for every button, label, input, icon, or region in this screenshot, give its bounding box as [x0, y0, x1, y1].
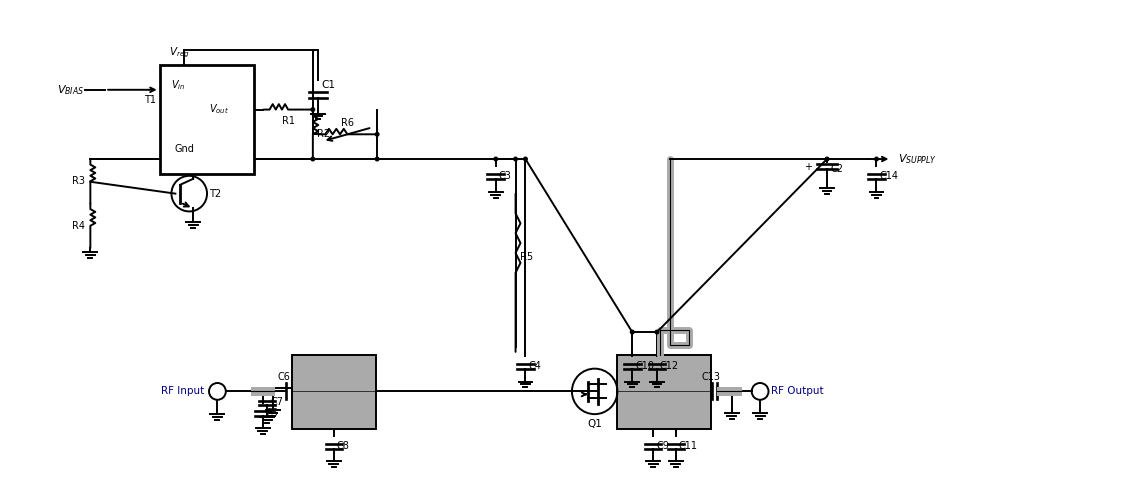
- Circle shape: [875, 157, 878, 161]
- Text: C12: C12: [660, 361, 679, 371]
- Bar: [617, 355, 712, 429]
- Text: C6: C6: [278, 372, 290, 381]
- Text: R4: R4: [72, 221, 86, 231]
- Text: C1: C1: [322, 80, 336, 90]
- Text: $V_{BIAS}$: $V_{BIAS}$: [58, 83, 85, 97]
- Bar: [251, 387, 276, 396]
- Text: T2: T2: [209, 189, 221, 199]
- Text: C3: C3: [498, 171, 512, 181]
- Text: Gnd: Gnd: [174, 144, 194, 154]
- Text: R5: R5: [520, 252, 532, 262]
- Text: C10: C10: [635, 361, 654, 371]
- Text: $V_{in}$: $V_{in}$: [172, 78, 185, 92]
- Circle shape: [311, 108, 314, 112]
- Text: C8: C8: [337, 441, 350, 451]
- Circle shape: [523, 157, 528, 161]
- Circle shape: [655, 330, 659, 334]
- Circle shape: [494, 157, 497, 161]
- Circle shape: [514, 157, 518, 161]
- Bar: [718, 387, 741, 396]
- Circle shape: [311, 157, 314, 161]
- Text: C11: C11: [679, 441, 697, 451]
- Text: C13: C13: [702, 372, 721, 381]
- Text: R2: R2: [316, 129, 330, 139]
- Circle shape: [375, 157, 379, 161]
- Text: C14: C14: [879, 171, 898, 181]
- Text: R6: R6: [341, 119, 354, 128]
- Bar: [292, 355, 376, 429]
- Text: C7: C7: [270, 397, 284, 407]
- Text: RF Output: RF Output: [771, 386, 824, 396]
- Text: T1: T1: [144, 95, 156, 105]
- Text: R3: R3: [72, 176, 86, 186]
- Text: C9: C9: [657, 441, 669, 451]
- Text: R1: R1: [281, 117, 295, 126]
- Text: $V_{SUPPLY}$: $V_{SUPPLY}$: [898, 152, 938, 166]
- Circle shape: [375, 132, 379, 136]
- Text: $V_{out}$: $V_{out}$: [209, 103, 229, 117]
- Circle shape: [825, 157, 828, 161]
- Bar: [159, 65, 253, 174]
- Text: C2: C2: [831, 164, 843, 174]
- Text: +: +: [805, 162, 812, 172]
- Text: RF Input: RF Input: [160, 386, 205, 396]
- Text: C5: C5: [266, 408, 279, 418]
- Circle shape: [631, 330, 634, 334]
- Text: C4: C4: [529, 361, 541, 371]
- Text: Q1: Q1: [588, 419, 602, 429]
- Text: $V_{reg}$: $V_{reg}$: [168, 46, 190, 60]
